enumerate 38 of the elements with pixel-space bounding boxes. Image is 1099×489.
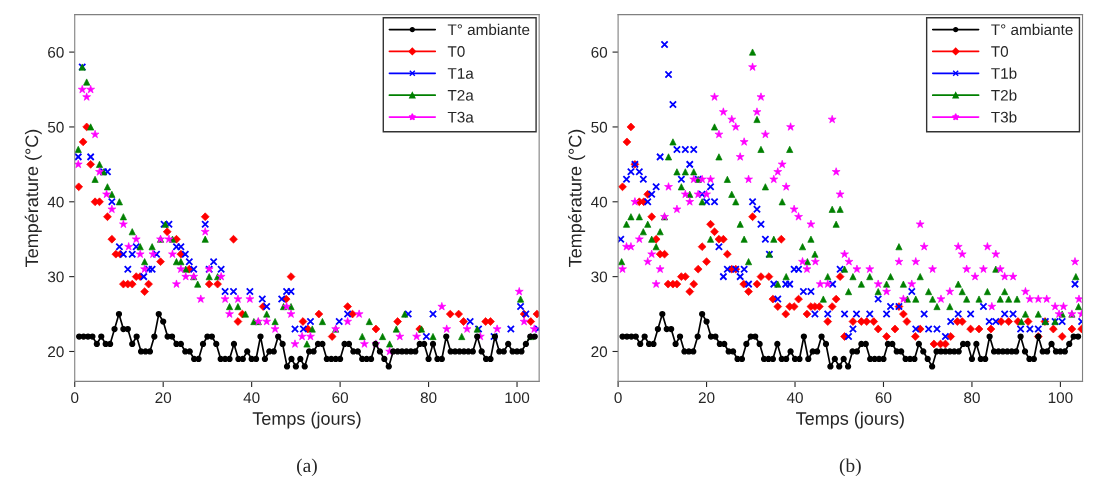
legend-label: T° ambiante [447,23,530,36]
x-tick-label: 20 [698,392,715,404]
x-tick-label: 80 [420,392,437,404]
x-tick-label: 0 [71,392,79,404]
x-tick-label: 60 [875,392,892,404]
y-tick-label: 40 [47,196,64,208]
y-tick-label: 60 [48,46,64,58]
legend-label: T3b [991,111,1017,123]
legend-label: T0 [447,46,465,57]
legend-label: T2b [991,89,1017,101]
text: (a) [297,458,317,477]
x-tick-label: 100 [1048,392,1073,404]
x-tick-label: 20 [155,392,172,404]
x-tick-label: 100 [505,392,530,404]
y-axis-title: Température (°C) [568,129,586,267]
y-tick-label: 50 [47,121,64,133]
y-tick-label: 30 [591,271,608,283]
x-tick-label: 60 [332,392,349,404]
y-tick-label: 20 [591,346,608,358]
legend-label: T° ambiante [991,23,1073,36]
legend-label: T3a [447,111,474,123]
legend-label: T1a [447,68,474,79]
x-axis-title: Temps (jours) [796,411,904,429]
x-axis-title: Temps (jours) [252,411,361,429]
x-tick-label: 0 [614,392,622,404]
y-tick-label: 40 [591,196,608,208]
x-tick-label: 40 [786,392,803,404]
x-tick-label: 80 [964,392,980,404]
y-tick-label: 20 [48,346,64,358]
x-tick-label: 40 [243,392,260,404]
text: (b) [839,458,861,477]
y-axis-title: Température (°C) [24,129,42,267]
y-tick-label: 60 [591,46,608,58]
y-tick-label: 50 [591,121,608,133]
y-tick-label: 30 [47,271,64,283]
legend-label: T1b [991,67,1017,79]
legend-label: T0 [991,46,1009,57]
legend-label: T2a [447,89,474,101]
